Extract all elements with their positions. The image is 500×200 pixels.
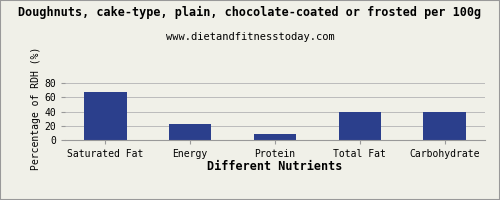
Y-axis label: Percentage of RDH (%): Percentage of RDH (%) — [32, 46, 42, 170]
Text: www.dietandfitnesstoday.com: www.dietandfitnesstoday.com — [166, 32, 334, 42]
Bar — [338, 112, 381, 140]
Bar — [169, 124, 212, 140]
X-axis label: Different Nutrients: Different Nutrients — [208, 160, 342, 173]
Bar — [84, 92, 126, 140]
Bar — [254, 134, 296, 140]
Text: Doughnuts, cake-type, plain, chocolate-coated or frosted per 100g: Doughnuts, cake-type, plain, chocolate-c… — [18, 6, 481, 19]
Bar — [424, 112, 466, 140]
